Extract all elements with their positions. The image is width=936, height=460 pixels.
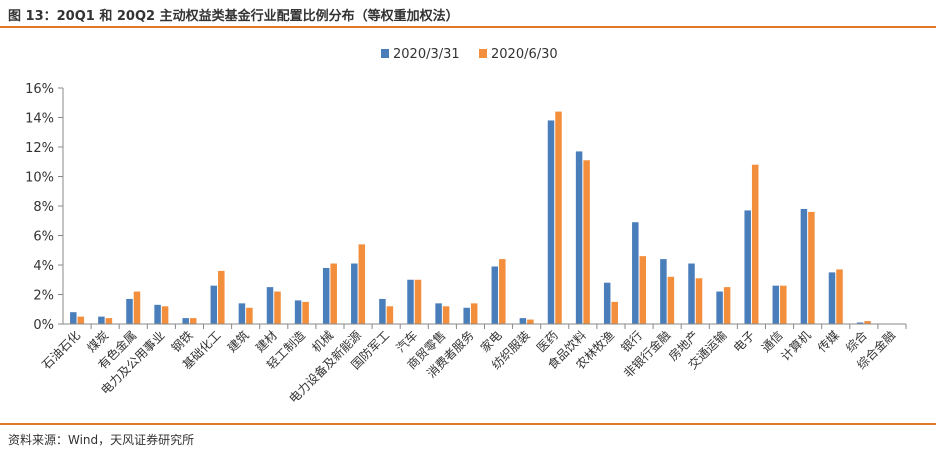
bar-2020-6-30 — [780, 285, 787, 324]
bar-2020-3-31 — [266, 287, 274, 324]
bar-2020-3-31 — [351, 263, 358, 324]
x-tick-label: 电子 — [731, 328, 758, 355]
bar-2020-6-30 — [274, 291, 281, 324]
bar-2020-6-30 — [302, 301, 309, 324]
bar-2020-3-31 — [98, 316, 105, 324]
bar-2020-6-30 — [808, 211, 815, 324]
bar-2020-3-31 — [154, 304, 161, 324]
bar-2020-3-31 — [688, 263, 695, 324]
title-rule — [0, 26, 936, 28]
legend-label-2020-3-31: 2020/3/31 — [393, 47, 460, 62]
y-tick-label: 0% — [33, 318, 54, 333]
bar-2020-6-30 — [414, 279, 422, 324]
bar-2020-3-31 — [463, 307, 470, 324]
bar-2020-3-31 — [632, 222, 639, 324]
bar-2020-6-30 — [218, 270, 225, 324]
bar-2020-6-30 — [667, 276, 675, 324]
y-tick-label: 8% — [33, 200, 54, 215]
bar-2020-3-31 — [210, 285, 218, 324]
bar-2020-6-30 — [105, 318, 113, 324]
bar-2020-6-30 — [864, 321, 871, 324]
bar-2020-3-31 — [603, 282, 611, 324]
bar-2020-3-31 — [547, 120, 555, 324]
bars — [70, 111, 871, 324]
bar-2020-3-31 — [70, 312, 77, 324]
y-tick-label: 16% — [25, 82, 54, 97]
bar-2020-6-30 — [499, 259, 506, 324]
legend-swatch-2020-6-30 — [479, 49, 487, 58]
legend-swatch-2020-3-31 — [381, 49, 389, 58]
bar-2020-3-31 — [294, 300, 302, 324]
y-axis: 0% 2% 4% 6% 8% 10% 12% 14% 16% — [25, 82, 64, 333]
bar-2020-6-30 — [442, 306, 450, 324]
bar-2020-3-31 — [800, 208, 808, 324]
source-rule — [0, 423, 936, 425]
bar-2020-6-30 — [836, 269, 843, 324]
bar-2020-6-30 — [751, 164, 759, 324]
bar-2020-6-30 — [470, 303, 478, 324]
bar-2020-3-31 — [772, 285, 780, 324]
bar-2020-3-31 — [575, 151, 583, 324]
bar-2020-3-31 — [828, 272, 836, 324]
bar-2020-6-30 — [555, 111, 562, 324]
bar-2020-3-31 — [126, 298, 133, 324]
x-tick-label: 传媒 — [814, 328, 842, 356]
bar-2020-3-31 — [744, 210, 751, 324]
bar-2020-6-30 — [695, 278, 703, 324]
x-tick-label: 石油石化 — [39, 328, 83, 372]
x-tick-label: 计算机 — [778, 328, 814, 364]
bar-2020-6-30 — [611, 301, 618, 324]
bar-2020-3-31 — [519, 318, 527, 324]
bar-2020-6-30 — [583, 160, 590, 324]
y-tick-label: 14% — [25, 112, 54, 127]
bar-2020-3-31 — [182, 318, 189, 324]
y-tick-label: 4% — [33, 259, 54, 274]
bar-2020-6-30 — [527, 319, 534, 324]
y-tick-label: 6% — [33, 230, 54, 245]
figure-title: 图 13：20Q1 和 20Q2 主动权益类基金行业配置比例分布（等权重加权法） — [8, 9, 459, 24]
bar-2020-6-30 — [358, 244, 366, 324]
bar-2020-3-31 — [716, 291, 723, 324]
bar-2020-3-31 — [238, 303, 246, 324]
bar-2020-3-31 — [407, 279, 414, 324]
bar-2020-6-30 — [723, 287, 731, 324]
bar-chart: 2020/3/31 2020/6/30 0% 2% 4% 6% 8% 10% 12% 14% 1… — [25, 47, 907, 406]
y-tick-label: 10% — [25, 171, 54, 186]
bar-2020-3-31 — [379, 298, 386, 324]
bar-2020-6-30 — [330, 263, 337, 324]
bar-2020-6-30 — [161, 306, 169, 324]
bar-2020-6-30 — [77, 316, 85, 324]
bar-2020-3-31 — [660, 259, 667, 324]
y-tick-label: 12% — [25, 141, 54, 156]
bar-2020-3-31 — [322, 267, 330, 324]
bar-2020-3-31 — [435, 303, 442, 324]
bar-2020-6-30 — [639, 256, 647, 324]
bar-2020-6-30 — [133, 291, 141, 324]
bar-2020-3-31 — [856, 322, 864, 324]
source-note: 资料来源：Wind，天风证券研究所 — [8, 433, 195, 447]
legend-label-2020-6-30: 2020/6/30 — [491, 47, 558, 62]
legend: 2020/3/31 2020/6/30 — [381, 47, 558, 62]
bar-2020-6-30 — [189, 318, 197, 324]
bar-2020-6-30 — [386, 306, 394, 324]
bar-2020-3-31 — [491, 266, 499, 324]
x-tick-label: 建筑 — [224, 328, 252, 356]
bar-2020-6-30 — [246, 307, 253, 324]
y-tick-label: 2% — [33, 289, 54, 304]
